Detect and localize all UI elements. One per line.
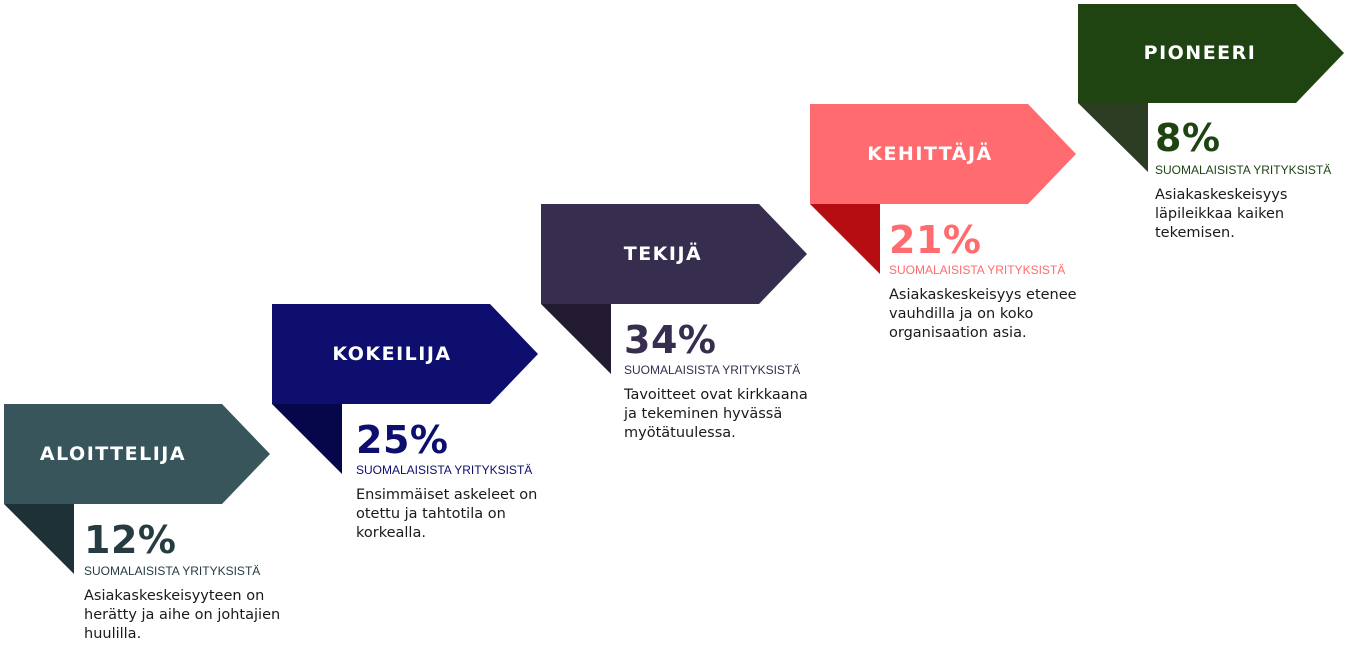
banner-arrow-shape [541, 204, 807, 374]
stage-subtitle: SUOMALAISISTA YRITYKSISTÄ [84, 564, 261, 578]
stage-subtitle: SUOMALAISISTA YRITYKSISTÄ [1155, 163, 1332, 177]
stage-percent: 25% [356, 418, 449, 462]
stage-title: ALOITTELIJA [39, 443, 187, 465]
stage-description: Asiakaskeskeisyys etenee vauhdilla ja on… [889, 287, 1077, 341]
banner-fold [810, 204, 880, 274]
banner-arrow [272, 304, 538, 404]
banner-arrow [810, 104, 1076, 204]
banner-arrow [541, 204, 807, 304]
stage-title: TEKIJÄ [623, 243, 703, 265]
banner-fold [1078, 103, 1148, 172]
stage-description: Asiakaskeskeisyyteen on herätty ja aihe … [84, 588, 281, 642]
banner-fold [541, 304, 611, 374]
stage-description: Ensimmäiset askeleet on otettu ja tahtot… [356, 487, 538, 541]
banner-fold [272, 404, 342, 474]
stage-subtitle: SUOMALAISISTA YRITYKSISTÄ [889, 263, 1066, 277]
stage-percent: 12% [84, 518, 177, 562]
banner-fold [4, 504, 74, 574]
banner-arrow-shape [1078, 4, 1344, 172]
stage-percent: 8% [1155, 116, 1221, 160]
banner-arrow-shape [272, 304, 538, 474]
stage-title: KEHITTÄJÄ [867, 143, 993, 165]
stage-description: Asiakaskeskeisyys läpileikkaa kaiken tek… [1155, 187, 1288, 241]
stage-subtitle: SUOMALAISISTA YRITYKSISTÄ [356, 463, 533, 477]
stage-percent: 34% [624, 318, 717, 362]
banner-arrow [4, 404, 270, 504]
banner-arrow-shape [4, 404, 270, 574]
stage-title: PIONEERI [1143, 42, 1257, 64]
stage-description: Tavoitteet ovat kirkkaana ja tekeminen h… [624, 387, 808, 441]
banner-arrow [1078, 4, 1344, 103]
stage-subtitle: SUOMALAISISTA YRITYKSISTÄ [624, 363, 801, 377]
stage-title: KOKEILIJA [332, 343, 452, 365]
banner-arrow-shape [810, 104, 1076, 274]
stage-percent: 21% [889, 218, 982, 262]
